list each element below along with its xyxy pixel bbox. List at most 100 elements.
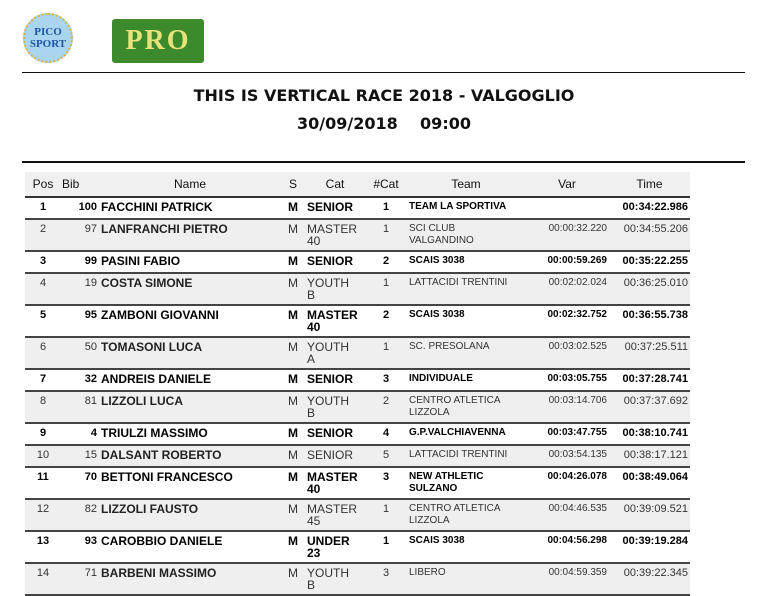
results-table: Pos Bib Name S Cat #Cat Team Var Time 1 100 FACCHI…: [25, 172, 690, 596]
cell-cat: UNDER 23: [307, 534, 350, 560]
cell-bib: 15: [84, 449, 97, 461]
cell-var: 00:02:02.024: [548, 277, 607, 288]
cell-bib: 93: [84, 535, 97, 547]
cell-time: 00:39:09.521: [623, 503, 688, 515]
cell-team: NEW ATHLETIC SULZANO: [409, 471, 484, 494]
table-row: 9 4 TRIULZI MASSIMO M SENIOR 4 G.P.VALCHIAVENN…: [25, 423, 690, 445]
cell-ncat: 4: [382, 427, 390, 439]
page-title: THIS IS VERTICAL RACE 2018 - VALGOGLIO: [193, 86, 575, 105]
column-header-s[interactable]: S: [281, 172, 305, 198]
cell-cat: YOUTH A: [307, 340, 349, 366]
cell-time: 00:39:22.345: [623, 567, 688, 579]
table-row: 11 70 BETTONI FRANCESCO M MASTER 40 3 NEW ATHL…: [25, 467, 690, 499]
cell-pos: 6: [39, 341, 47, 353]
cell-pos: 12: [36, 503, 50, 515]
cell-s: M: [288, 566, 298, 580]
divider: [22, 72, 745, 73]
table-row: 2 97 LANFRANCHI PIETRO M MASTER 40 1 SCI CLUB …: [25, 219, 690, 251]
cell-ncat: 2: [382, 255, 390, 267]
table-row: 8 81 LIZZOLI LUCA M YOUTH B 2 CENTRO ATLETICA …: [25, 391, 690, 423]
logo-text: SPORT: [29, 38, 67, 50]
cell-time: 00:38:49.064: [622, 471, 688, 483]
cell-time: 00:37:25.511: [624, 341, 688, 353]
cell-bib: 81: [84, 395, 97, 407]
cell-var: 00:03:14.706: [548, 395, 607, 406]
cell-ncat: 1: [382, 535, 390, 547]
cell-cat: MASTER 40: [307, 222, 358, 248]
cell-ncat: 2: [382, 395, 390, 407]
cell-team: SCAIS 3038: [409, 255, 465, 266]
cell-team: INDIVIDUALE: [409, 373, 473, 384]
cell-pos: 11: [37, 471, 49, 483]
cell-team: SCAIS 3038: [409, 309, 465, 320]
race-date: 30/09/2018: [297, 114, 398, 133]
column-header-ncat[interactable]: #Cat: [365, 172, 407, 198]
cell-name: ZAMBONI GIOVANNI: [101, 308, 219, 322]
cell-var: 00:04:59.359: [548, 567, 607, 578]
cell-var: 00:04:46.535: [548, 503, 607, 514]
cell-ncat: 3: [382, 373, 390, 385]
cell-bib: 4: [90, 427, 97, 439]
cell-name: BARBENI MASSIMO: [101, 566, 217, 580]
cell-time: 00:37:37.692: [623, 395, 688, 407]
cell-team: SCAIS 3038: [409, 535, 465, 546]
cell-var: 00:03:02.525: [548, 341, 607, 352]
cell-team: TEAM LA SPORTIVA: [409, 201, 507, 212]
column-header-pos[interactable]: Pos: [25, 172, 61, 198]
cell-var: 00:03:47.755: [547, 427, 608, 438]
table-header: Pos Bib Name S Cat #Cat Team Var Time: [25, 172, 690, 198]
pico-sport-logo: PICO SPORT: [23, 13, 73, 63]
table-row: 12 82 LIZZOLI FAUSTO M MASTER 45 1 CENTRO ATLE…: [25, 499, 690, 531]
cell-pos: 13: [36, 535, 50, 547]
cell-name: TRIULZI MASSIMO: [101, 426, 208, 440]
cell-ncat: 1: [382, 223, 390, 235]
cell-name: COSTA SIMONE: [101, 276, 193, 290]
cell-var: 00:04:56.298: [547, 535, 608, 546]
race-time: 09:00: [420, 114, 471, 133]
cell-bib: 95: [84, 309, 97, 321]
cell-team: SC. PRESOLANA: [409, 341, 490, 352]
cell-s: M: [288, 372, 298, 386]
cell-pos: 2: [39, 223, 47, 235]
cell-var: 00:04:26.078: [547, 471, 608, 482]
logo-text: PICO: [34, 26, 62, 38]
cell-name: ANDREIS DANIELE: [101, 372, 212, 386]
cell-cat: SENIOR: [307, 448, 354, 462]
cell-ncat: 1: [382, 277, 390, 289]
cell-time: 00:35:22.255: [622, 255, 688, 267]
cell-var: 00:00:32.220: [548, 223, 607, 234]
column-header-time[interactable]: Time: [609, 172, 690, 198]
cell-s: M: [288, 534, 298, 548]
cell-s: M: [288, 470, 298, 484]
cell-team: LATTACIDI TRENTINI: [409, 449, 508, 460]
cell-pos: 14: [36, 567, 50, 579]
column-header-var[interactable]: Var: [525, 172, 609, 198]
logo-text: PRO: [125, 25, 191, 56]
cell-pos: 3: [39, 255, 47, 267]
cell-var: 00:03:54.135: [548, 449, 607, 460]
cell-bib: 50: [84, 341, 97, 353]
column-header-cat[interactable]: Cat: [305, 172, 365, 198]
cell-ncat: 1: [382, 341, 390, 353]
cell-name: FACCHINI PATRICK: [101, 200, 213, 214]
cell-cat: SENIOR: [307, 372, 354, 386]
cell-time: 00:34:55.206: [623, 223, 688, 235]
divider: [22, 161, 745, 163]
cell-pos: 4: [39, 277, 47, 289]
cell-team: LIBERO: [409, 567, 446, 578]
column-header-team[interactable]: Team: [407, 172, 525, 198]
table-row: 13 93 CAROBBIO DANIELE M UNDER 23 1 SCAIS 3038…: [25, 531, 690, 563]
cell-s: M: [288, 276, 298, 290]
cell-cat: MASTER 45: [307, 502, 358, 528]
cell-s: M: [288, 254, 298, 268]
cell-ncat: 3: [382, 567, 390, 579]
cell-team: G.P.VALCHIAVENNA: [409, 427, 506, 438]
cell-team: CENTRO ATLETICA LIZZOLA: [409, 395, 501, 418]
cell-bib: 19: [84, 277, 97, 289]
column-header-bib[interactable]: Bib: [61, 172, 99, 198]
cell-bib: 32: [84, 373, 97, 385]
cell-s: M: [288, 502, 298, 516]
column-header-name[interactable]: Name: [99, 172, 281, 198]
cell-pos: 8: [39, 395, 47, 407]
cell-name: PASINI FABIO: [101, 254, 181, 268]
